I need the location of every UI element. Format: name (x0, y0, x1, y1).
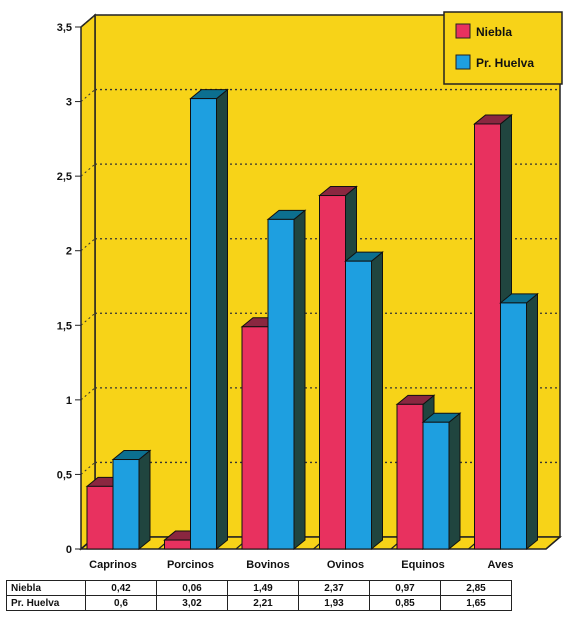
y-tick-label: 1 (66, 395, 72, 407)
category-label-caprinos: Caprinos (89, 559, 137, 571)
data-table: Niebla 0,42 0,06 1,49 2,37 0,97 2,85 Pr. Huelva… (6, 580, 512, 611)
table-cell: 3,02 (156, 595, 228, 611)
bar-front (112, 459, 140, 550)
bar-front (396, 403, 424, 550)
bar-front (241, 326, 269, 550)
y-tick-label: 0,5 (57, 469, 72, 481)
left-wall (80, 13, 96, 551)
table-row-label: Niebla (6, 580, 86, 596)
grid-line-side (80, 163, 96, 177)
y-tick-label: 0 (66, 544, 72, 556)
table-cell: 2,21 (227, 595, 299, 611)
legend-box (443, 11, 563, 85)
category-label-equinos: Equinos (401, 559, 444, 571)
bar-front (500, 302, 527, 550)
category-label-bovinos: Bovinos (246, 559, 289, 571)
bar-front (267, 218, 295, 550)
bar-front (422, 421, 450, 550)
table-cell: 1,65 (440, 595, 512, 611)
category-label-aves: Aves (488, 559, 514, 571)
y-tick-label: 1,5 (57, 320, 72, 332)
grid-line-side (80, 312, 96, 326)
bar-caprinos-pr-huelva (111, 449, 152, 551)
grid-line-side (80, 238, 96, 252)
table-cell: 0,06 (156, 580, 228, 596)
bar-front (474, 123, 501, 550)
table-cell: 0,97 (369, 580, 441, 596)
bar-side (216, 88, 228, 551)
table-cell: 0,42 (85, 580, 157, 596)
table-cell: 0,85 (369, 595, 441, 611)
bar-front (345, 260, 372, 550)
bar-bovinos-pr-huelva (266, 209, 307, 551)
category-labels: Caprinos Porcinos Bovinos Ovinos Equinos Aves (89, 559, 513, 571)
table-row-label: Pr. Huelva (6, 595, 86, 611)
floor-line (545, 536, 561, 550)
legend: Niebla Pr. Huelva (443, 11, 563, 85)
table-cell: 2,85 (440, 580, 512, 596)
category-label-porcinos: Porcinos (167, 559, 214, 571)
bar-front (319, 195, 346, 550)
legend-label-niebla: Niebla (476, 25, 512, 39)
bar-chart: 0 0,5 1 1,5 2 2,5 3 3,5 Caprinos Porcinos Bovinos… (57, 11, 563, 571)
bar-front (86, 485, 114, 550)
table-cell: 2,37 (298, 580, 370, 596)
bar-side (138, 449, 151, 551)
y-tick-label: 2,5 (57, 171, 72, 183)
bar-ovinos-pr-huelva (344, 251, 384, 551)
bar-equinos-pr-huelva (421, 412, 462, 551)
grid-line-side (80, 89, 96, 102)
legend-swatch-niebla (455, 23, 471, 39)
bar-front (190, 98, 217, 550)
grid-line-side (80, 387, 96, 401)
table-cell: 1,49 (227, 580, 299, 596)
grid-line-side (80, 14, 96, 28)
bar-side (526, 292, 538, 551)
table-row: Pr. Huelva 0,6 3,02 2,21 1,93 0,85 1,65 (6, 595, 512, 611)
bar-side (448, 412, 461, 551)
bar-aves-pr-huelva (499, 292, 539, 551)
bar-porcinos-pr-huelva (189, 88, 229, 551)
grid-lines (80, 14, 560, 475)
bar-front (164, 539, 191, 550)
bar-side (293, 209, 306, 551)
legend-label-pr-huelva: Pr. Huelva (476, 56, 534, 70)
y-tick-label: 3 (66, 97, 72, 109)
table-cell: 1,93 (298, 595, 370, 611)
table-cell: 0,6 (85, 595, 157, 611)
grid-line-side (80, 462, 96, 475)
y-axis-ticks: 0 0,5 1 1,5 2 2,5 3 3,5 (57, 22, 81, 556)
legend-swatch-pr-huelva (455, 54, 471, 70)
table-row: Niebla 0,42 0,06 1,49 2,37 0,97 2,85 (6, 580, 512, 596)
y-tick-label: 3,5 (57, 22, 72, 34)
y-tick-label: 2 (66, 246, 72, 258)
bars (85, 88, 539, 551)
bar-side (371, 251, 383, 551)
category-label-ovinos: Ovinos (327, 559, 364, 571)
